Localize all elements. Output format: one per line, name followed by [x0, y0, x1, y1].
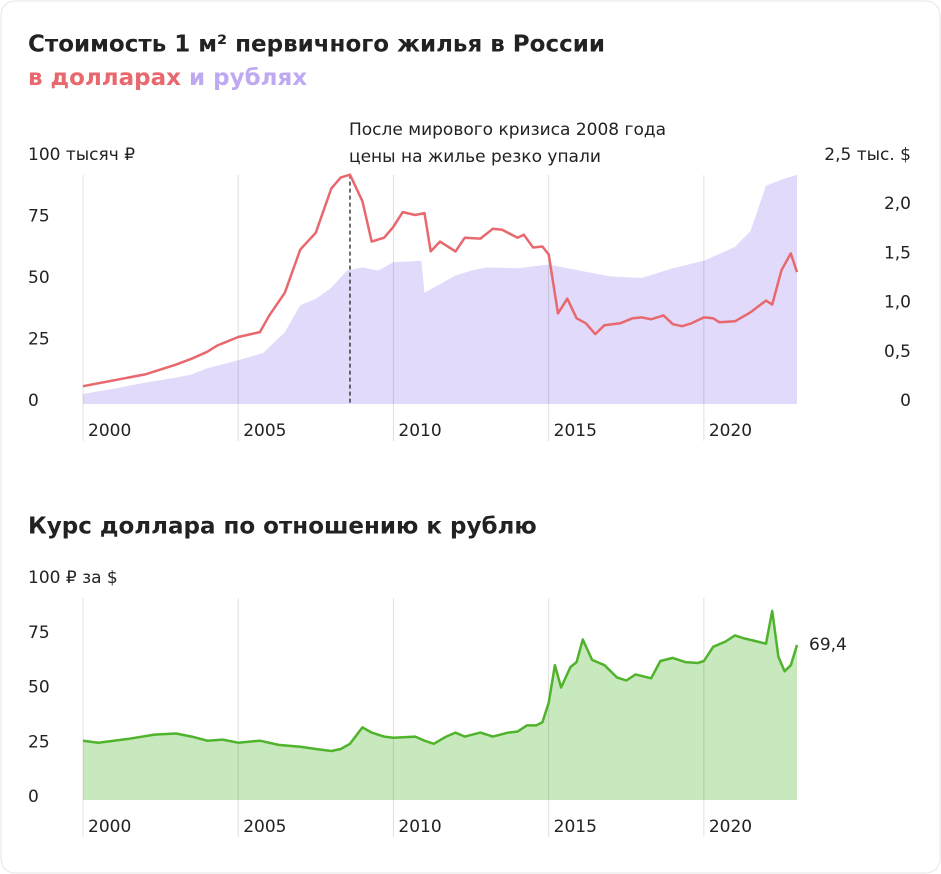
- y-tick-label: 25: [28, 732, 50, 752]
- y-tick-label: 100 тысяч ₽: [28, 145, 135, 165]
- legend-rubles: и рублях: [189, 65, 307, 91]
- y2-tick-label: 2,0: [884, 194, 911, 214]
- y2-tick-label: 1,5: [884, 243, 911, 263]
- chart-title: Стоимость 1 м² первичного жилья в России: [28, 32, 605, 58]
- y2-tick-label: 0: [900, 391, 911, 411]
- annotation: После мирового кризиса 2008 года: [349, 120, 666, 140]
- area: [83, 174, 797, 404]
- x-tick-label: 2005: [243, 421, 286, 441]
- y-tick-label: 0: [28, 391, 39, 411]
- x-tick-label: 2010: [398, 421, 441, 441]
- y-tick-label: 75: [28, 623, 50, 643]
- x-tick-label: 2000: [88, 421, 131, 441]
- x-tick-label: 2020: [709, 817, 752, 837]
- x-tick-label: 2010: [398, 817, 441, 837]
- x-tick-label: 2020: [709, 421, 752, 441]
- y-tick-label: 0: [28, 787, 39, 807]
- y2-tick-label: 0,5: [884, 342, 911, 362]
- legend-dollars: в долларах: [28, 65, 181, 91]
- x-tick-label: 2005: [243, 817, 286, 837]
- y-tick-label: 25: [28, 330, 50, 350]
- chart-title: Курс доллара по отношению к рублю: [28, 514, 537, 540]
- subtitle: в долларах и рублях: [28, 65, 307, 91]
- line: [82, 609, 799, 753]
- area: [83, 610, 797, 800]
- y-tick-label: 75: [28, 207, 50, 227]
- annotation: цены на жилье резко упали: [349, 147, 601, 167]
- x-tick-label: 2000: [88, 817, 131, 837]
- y2-tick-label: 1,0: [884, 293, 911, 313]
- y2-tick-label: 2,5 тыс. $: [824, 145, 911, 165]
- x-tick-label: 2015: [554, 817, 597, 837]
- y-tick-label: 100 ₽ за $: [28, 568, 118, 588]
- y-tick-label: 50: [28, 268, 50, 288]
- line: [82, 173, 799, 388]
- x-tick-label: 2015: [554, 421, 597, 441]
- value-label: 69,4: [809, 635, 847, 655]
- y-tick-label: 50: [28, 678, 50, 698]
